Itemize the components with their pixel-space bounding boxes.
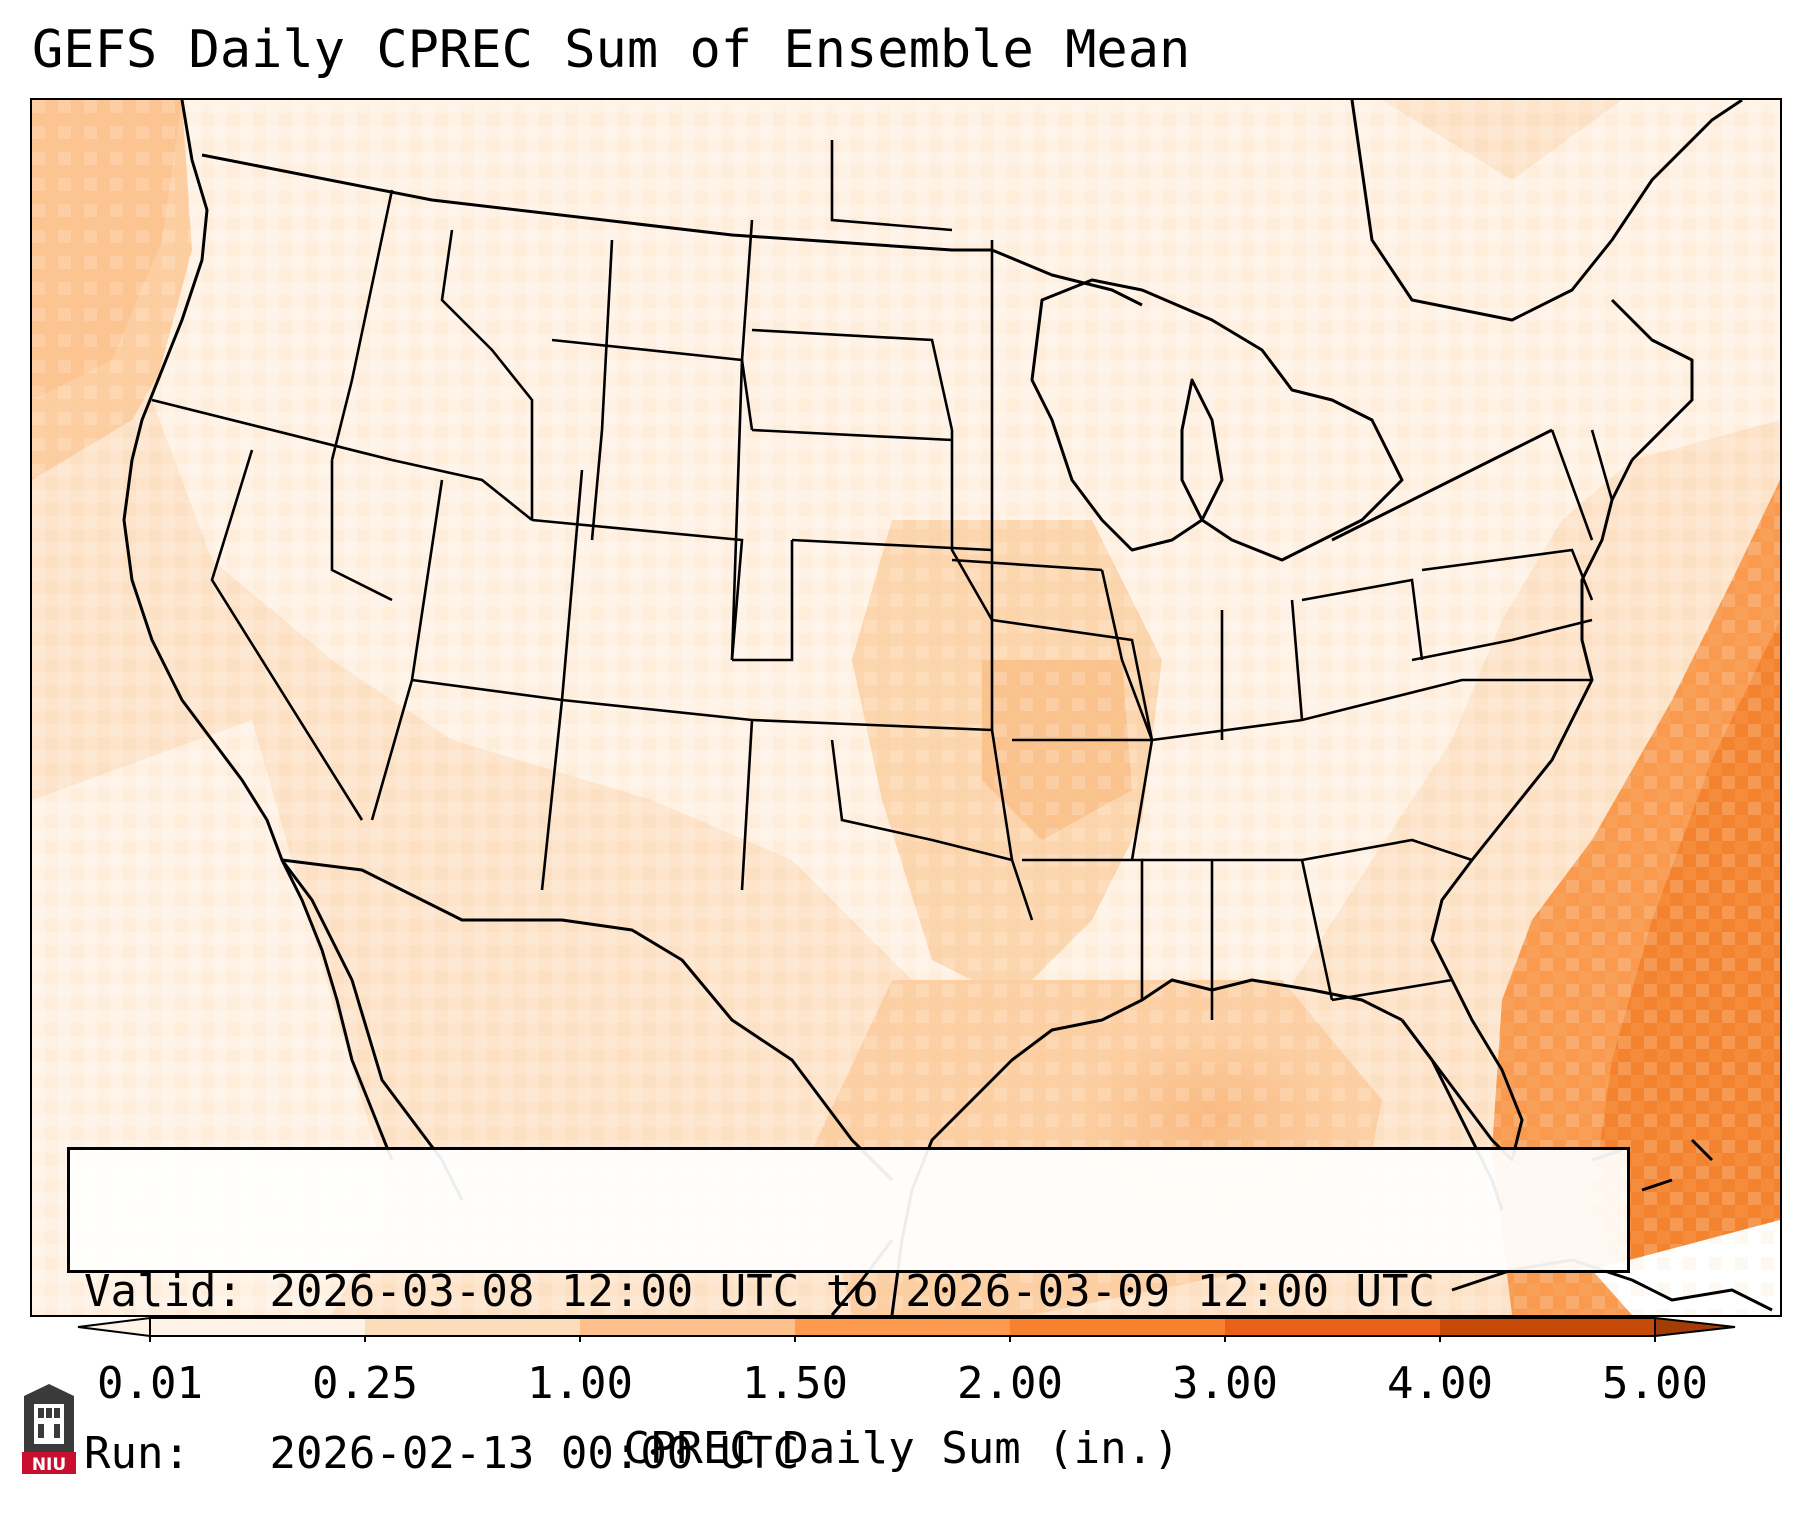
colorbar-segment (1225, 1318, 1441, 1336)
colorbar-segment (580, 1318, 796, 1336)
state-line (1151, 678, 1592, 742)
precipitation-map (30, 98, 1782, 1317)
state-line (1331, 978, 1453, 1002)
state-line (740, 219, 754, 431)
pacific-coastline (122, 100, 394, 1161)
state-line (791, 538, 993, 552)
run-label: Run: (84, 1428, 190, 1479)
colorbar-extend-high (1654, 1316, 1736, 1338)
colorbar-segment (1440, 1318, 1656, 1336)
state-line (830, 739, 1034, 921)
run-row: Run: 2026-02-13 00:00 UTC (84, 1427, 1613, 1481)
run-value: 2026-02-13 00:00 UTC (269, 1428, 800, 1479)
colorbar-extend-low (77, 1316, 151, 1338)
colorbar-tick-label: 5.00 (1602, 1358, 1708, 1409)
niu-logo: NIU (22, 1384, 76, 1475)
state-line (990, 240, 1014, 861)
map-title: GEFS Daily CPREC Sum of Ensemble Mean (32, 20, 1191, 80)
precip-texture (32, 100, 1780, 1315)
state-lines (151, 140, 1614, 1020)
colorbar-label: CPREC Daily Sum (in.) (623, 1423, 1180, 1474)
state-line (1290, 599, 1304, 721)
colorbar (77, 1316, 1736, 1342)
state-line (391, 458, 533, 522)
state-line (330, 460, 393, 602)
northeast-border (1350, 100, 1743, 322)
colorbar-outline (149, 1317, 1656, 1337)
map-canvas (32, 100, 1780, 1315)
colorbar-tick-label: 1.50 (742, 1358, 848, 1409)
state-line (210, 449, 364, 821)
state-line (590, 239, 614, 541)
state-line (540, 699, 564, 891)
atlantic-coastline (1400, 459, 1634, 1162)
canada-border (201, 153, 1143, 307)
valid-label: Valid: (84, 1266, 243, 1317)
maine-coast (1610, 298, 1694, 462)
state-line (1590, 429, 1614, 501)
valid-row: Valid: 2026-03-08 12:00 UTC to 2026-03-0… (84, 1265, 1613, 1319)
state-line (950, 430, 994, 621)
lake-michigan (1180, 378, 1224, 522)
state-line (751, 328, 954, 431)
colorbar-tick-label: 2.00 (957, 1358, 1063, 1409)
colorbar-segment (1010, 1318, 1226, 1336)
colorbar-tick-label: 4.00 (1387, 1358, 1493, 1409)
colorbar-tick-label: 0.01 (97, 1358, 203, 1409)
colorbar-tick-label: 1.00 (527, 1358, 633, 1409)
state-line (1301, 838, 1473, 862)
state-line (830, 140, 953, 232)
state-line (440, 229, 534, 520)
mexico-border (281, 858, 894, 1182)
state-line (531, 518, 744, 661)
colorbar-segment (150, 1318, 366, 1336)
state-line (1550, 429, 1594, 541)
valid-run-info-box: Valid: 2026-03-08 12:00 UTC to 2026-03-0… (67, 1147, 1630, 1479)
colorbar-segment (795, 1318, 1011, 1336)
valid-value: 2026-03-08 12:00 UTC to 2026-03-09 12:00… (269, 1266, 1436, 1317)
lake-erie-ontario (1331, 428, 1553, 542)
state-line (751, 428, 953, 442)
state-line (1301, 578, 1424, 661)
colorbar-segment (365, 1318, 581, 1336)
state-line (732, 540, 794, 662)
state-line (740, 719, 754, 891)
state-line (370, 479, 444, 821)
logo-text: NIU (32, 1455, 66, 1475)
state-line (560, 469, 584, 701)
state-line (1100, 569, 1154, 861)
state-line (951, 558, 1103, 572)
state-line (151, 398, 393, 462)
state-line (1411, 618, 1593, 662)
state-line (751, 718, 993, 732)
colorbar-tick-label: 0.25 (312, 1358, 418, 1409)
state-line (330, 189, 394, 461)
baja-coastline (280, 859, 464, 1201)
state-line (1421, 548, 1594, 601)
boundaries (122, 100, 1773, 1315)
colorbar-tick-label: 3.00 (1172, 1358, 1278, 1409)
state-line (1300, 859, 1334, 1001)
great-lakes-shore (1030, 278, 1404, 562)
state-line (991, 618, 1154, 741)
